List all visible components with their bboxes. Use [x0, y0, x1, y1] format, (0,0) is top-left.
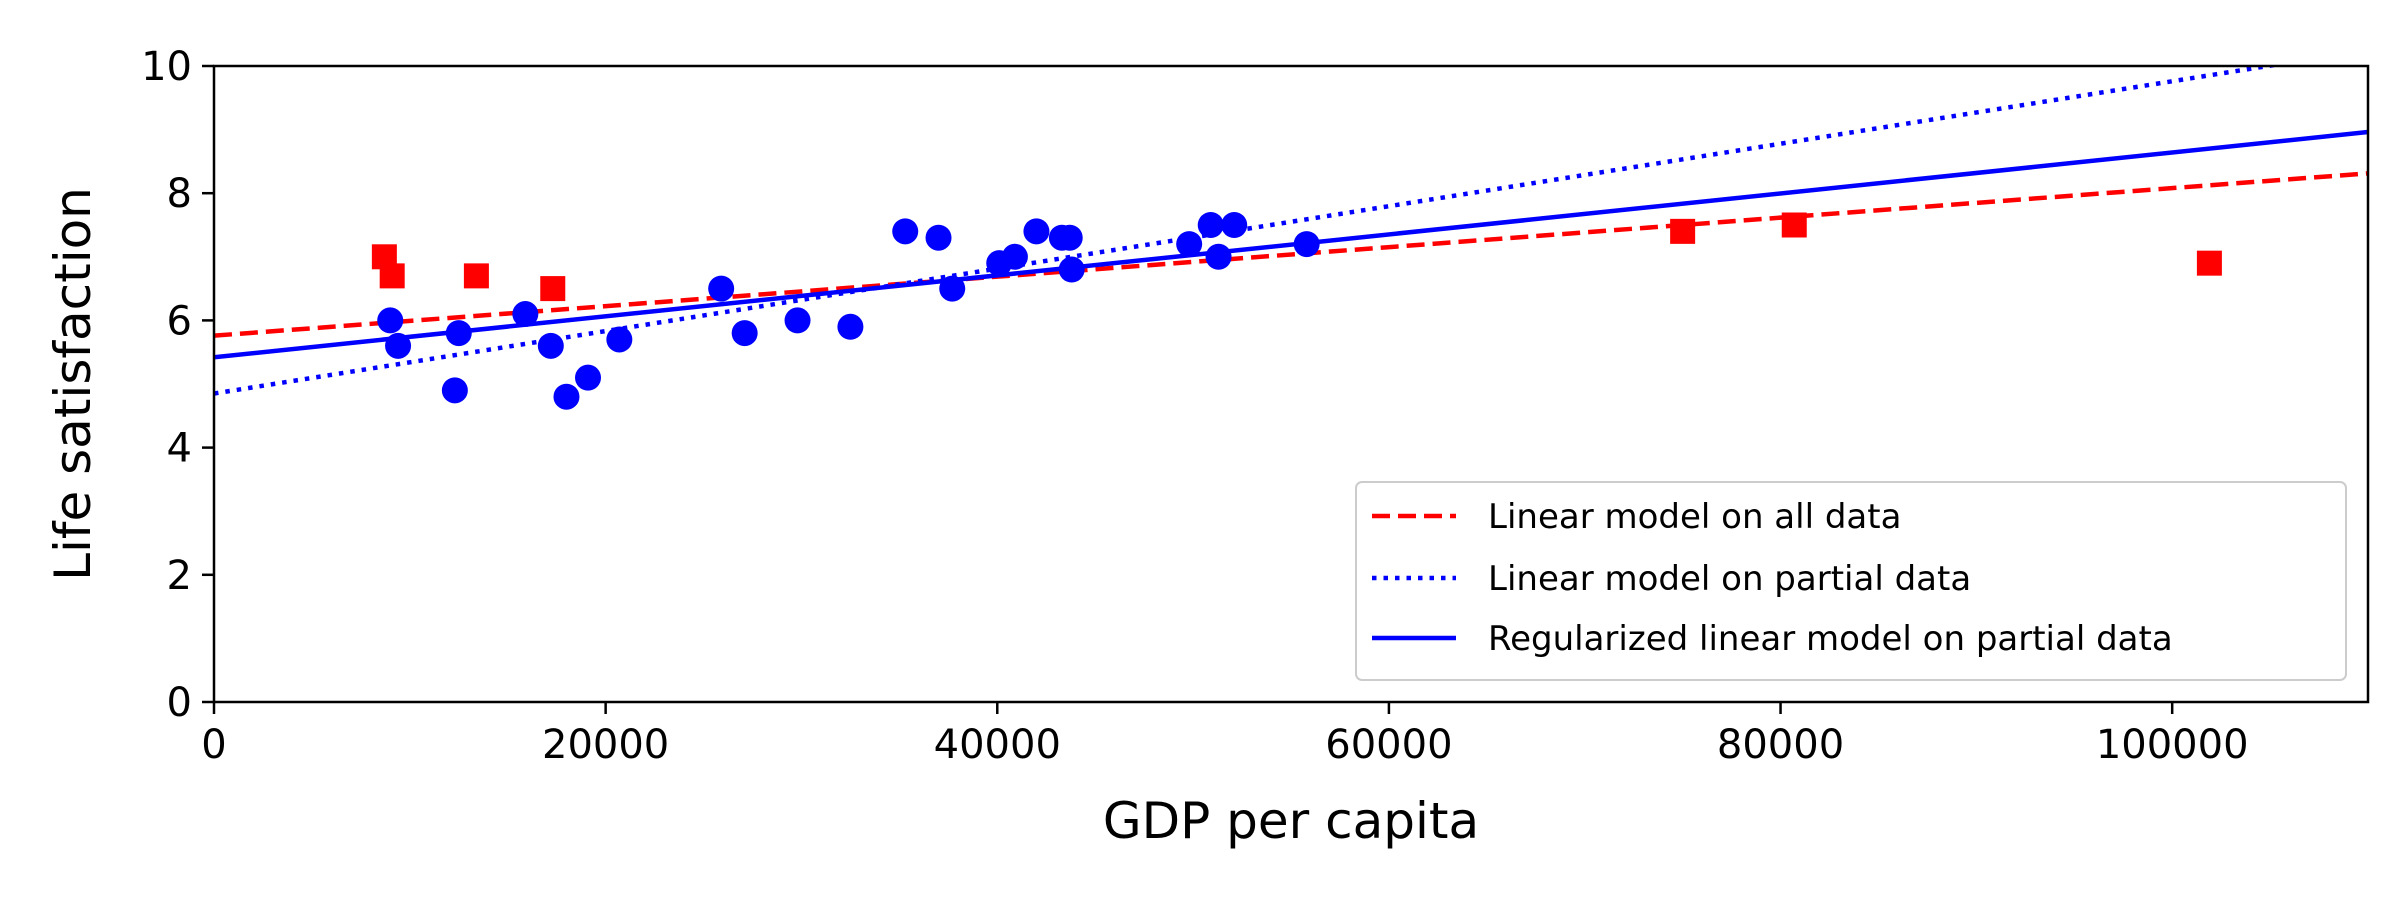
data-point-circle	[1023, 218, 1050, 245]
data-point-circle	[553, 383, 580, 410]
marks-layer	[214, 66, 2368, 410]
data-point-square	[1670, 218, 1696, 244]
data-point-circle	[708, 275, 735, 302]
x-tick-label: 20000	[542, 722, 669, 768]
data-point-circle	[606, 326, 633, 353]
x-tick-label: 40000	[934, 722, 1061, 768]
data-point-circle	[1058, 256, 1085, 283]
data-point-circle	[939, 275, 966, 302]
data-point-circle	[1205, 243, 1232, 270]
x-tick-label: 0	[201, 722, 226, 768]
data-point-square	[379, 263, 405, 289]
data-point-circle	[512, 301, 539, 328]
y-tick-label: 0	[167, 680, 192, 726]
data-point-circle	[1197, 212, 1224, 238]
x-tick-label: 60000	[1325, 722, 1452, 768]
model-line-3	[214, 66, 2283, 396]
y-tick-label: 2	[167, 553, 192, 599]
data-point-circle	[377, 307, 404, 334]
data-point-circle	[441, 377, 468, 404]
y-tick-label: 8	[167, 171, 192, 217]
x-axis-title: GDP per capita	[1103, 792, 1479, 850]
x-tick-label: 80000	[1717, 722, 1844, 768]
y-tick-label: 6	[167, 298, 192, 344]
data-point-circle	[1001, 243, 1028, 270]
data-point-circle	[837, 313, 864, 340]
data-point-circle	[1176, 231, 1203, 258]
data-point-circle	[784, 307, 811, 334]
data-point-square	[1781, 212, 1807, 238]
plot-frame	[212, 64, 2370, 704]
model-line-4	[214, 129, 2368, 360]
data-point-square	[463, 263, 489, 289]
data-point-square	[2196, 250, 2222, 276]
data-point-circle	[1056, 224, 1083, 251]
legend-label-partial-data: Linear model on partial data	[1488, 559, 1971, 599]
data-point-circle	[731, 320, 758, 347]
data-point-square	[540, 276, 566, 302]
data-point-circle	[925, 224, 952, 251]
data-point-circle	[385, 332, 412, 359]
legend-label-all-data: Linear model on all data	[1488, 497, 1901, 537]
data-point-circle	[892, 218, 919, 245]
data-point-circle	[575, 364, 602, 391]
legend-box	[1355, 481, 2347, 681]
y-axis-title: Life satisfaction	[44, 187, 102, 581]
data-point-circle	[1293, 231, 1320, 258]
ticks-layer: 0 20000 40000 60000 80000 100000 0 2 4 6 8 10	[141, 44, 2248, 768]
x-tick-label: 100000	[2096, 722, 2249, 768]
legend: Linear model on all data Linear model on…	[1355, 481, 2347, 681]
y-tick-label: 10	[141, 44, 192, 90]
model-line-2	[214, 171, 2368, 338]
data-point-circle	[1221, 212, 1248, 238]
legend-label-regularized: Regularized linear model on partial data	[1488, 619, 2173, 659]
data-point-circle	[537, 332, 564, 359]
y-tick-label: 4	[167, 426, 192, 472]
data-point-circle	[445, 320, 472, 347]
